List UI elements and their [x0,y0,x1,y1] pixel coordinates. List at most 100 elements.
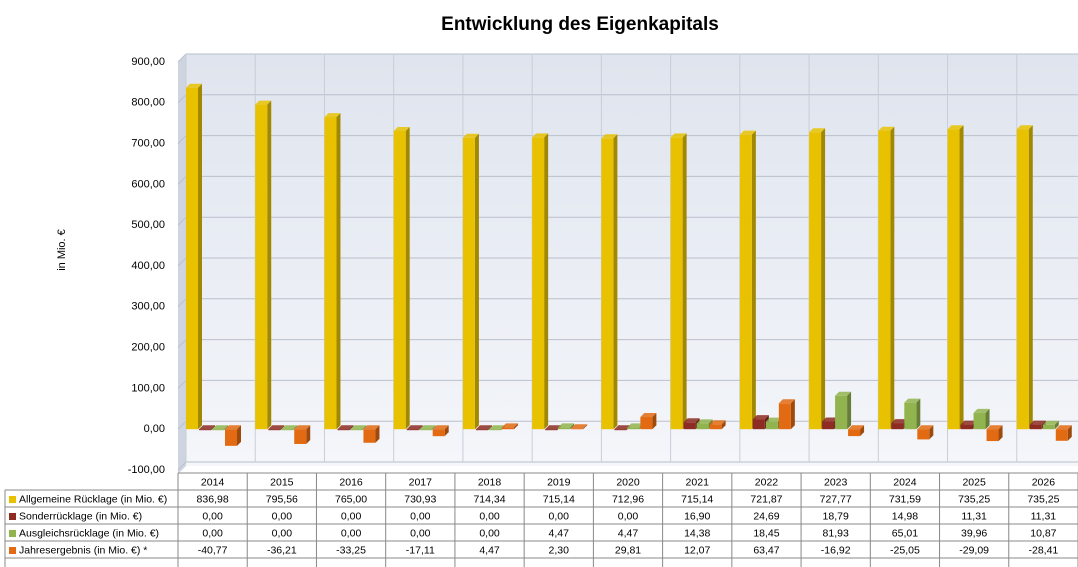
table-value: 0,00 [341,510,362,522]
bar-top [545,425,562,430]
table-value: 0,00 [479,527,500,539]
table-value: 0,00 [202,527,223,539]
bar [1055,429,1068,441]
bar [614,429,627,431]
bar-top [406,425,423,430]
bar [532,137,545,430]
bar-top [765,417,782,422]
y-axis-title: in Mio. € [56,229,68,271]
bar-side [418,425,423,431]
x-tick-label: 2019 [547,476,571,488]
bar-side [487,425,492,431]
bar-side [267,100,272,430]
legend-label: Sonderrücklage (in Mio. €) [19,510,142,522]
table-value: 0,00 [410,527,431,539]
bar [973,412,986,430]
x-tick-label: 2023 [824,476,848,488]
y-tick-label: 500,00 [131,219,165,231]
bar [268,429,281,431]
bar-side [444,425,449,437]
table-value: 730,93 [404,493,436,505]
table-value: 765,00 [335,493,367,505]
bar [281,429,294,431]
bar-side [224,425,228,431]
bar [683,422,696,430]
table-value: 18,79 [823,510,849,522]
y-tick-label: 900,00 [131,56,165,68]
x-tick-label: 2014 [201,476,225,488]
bar-top [268,425,285,430]
x-tick-label: 2015 [270,476,294,488]
table-value: 4,47 [549,527,570,539]
bar-side [751,130,756,430]
bar-top [835,391,852,396]
bar-top [891,419,908,424]
bar-top [1055,425,1072,430]
table-value: 24,69 [753,510,779,522]
bar-top [432,425,449,430]
table-value: 735,25 [958,493,990,505]
bar-side [1054,420,1059,430]
bar-top [255,100,272,105]
y-tick-label: 800,00 [131,97,165,109]
bar-top [186,83,202,88]
bar-side [1067,425,1072,441]
bar-side [959,125,964,430]
bar [778,403,791,430]
grid-line-side [177,135,187,144]
table-value: 63,47 [753,544,779,556]
bar [363,429,376,443]
legend-swatch [9,530,16,537]
table-value: 14,98 [892,510,918,522]
table-value: 12,07 [684,544,710,556]
bar-side [985,408,990,430]
bar-top [462,133,479,138]
bar [186,87,198,430]
bar-top [627,423,644,428]
table-value: 727,77 [820,493,852,505]
bar [904,402,917,430]
bar-side [513,423,518,430]
bar-top [324,113,341,118]
bar [848,429,861,437]
chart-title: Entwicklung des Eigenkapitals [441,14,719,35]
back-wall [186,54,1078,466]
table-value: 0,00 [479,510,500,522]
table-value: 81,93 [823,527,849,539]
bar [670,137,683,430]
bar-top [670,133,687,138]
bar-side [306,425,311,444]
table-value: 731,59 [889,493,921,505]
bar-top [532,133,549,138]
x-tick-label: 2017 [409,476,433,488]
table-value: -36,21 [267,544,297,556]
table-value: 10,87 [1030,527,1056,539]
y-tick-label: 600,00 [131,178,165,190]
bar [765,421,778,430]
bar-top [960,420,977,425]
grid-line-side [177,339,187,348]
bar-top [917,425,934,430]
table-value: 16,90 [684,510,710,522]
bar [199,429,211,431]
table-value: 0,00 [341,527,362,539]
bar-top [1016,125,1033,130]
bar [1029,424,1042,430]
bar-side [474,133,479,430]
bar [960,424,973,430]
bar [1042,424,1055,430]
grid-line-side [177,216,187,226]
bar-side [860,425,865,437]
bar-side [721,420,726,430]
grid-line-side [177,298,187,308]
bar [878,130,891,430]
bar [640,417,653,430]
bar-side [362,425,367,431]
bar-side [847,391,852,430]
bar-top [809,128,826,133]
bar-top [199,425,215,430]
y-tick-label: -100,00 [128,464,165,476]
bar-side [929,425,934,440]
bar-side [336,113,341,430]
